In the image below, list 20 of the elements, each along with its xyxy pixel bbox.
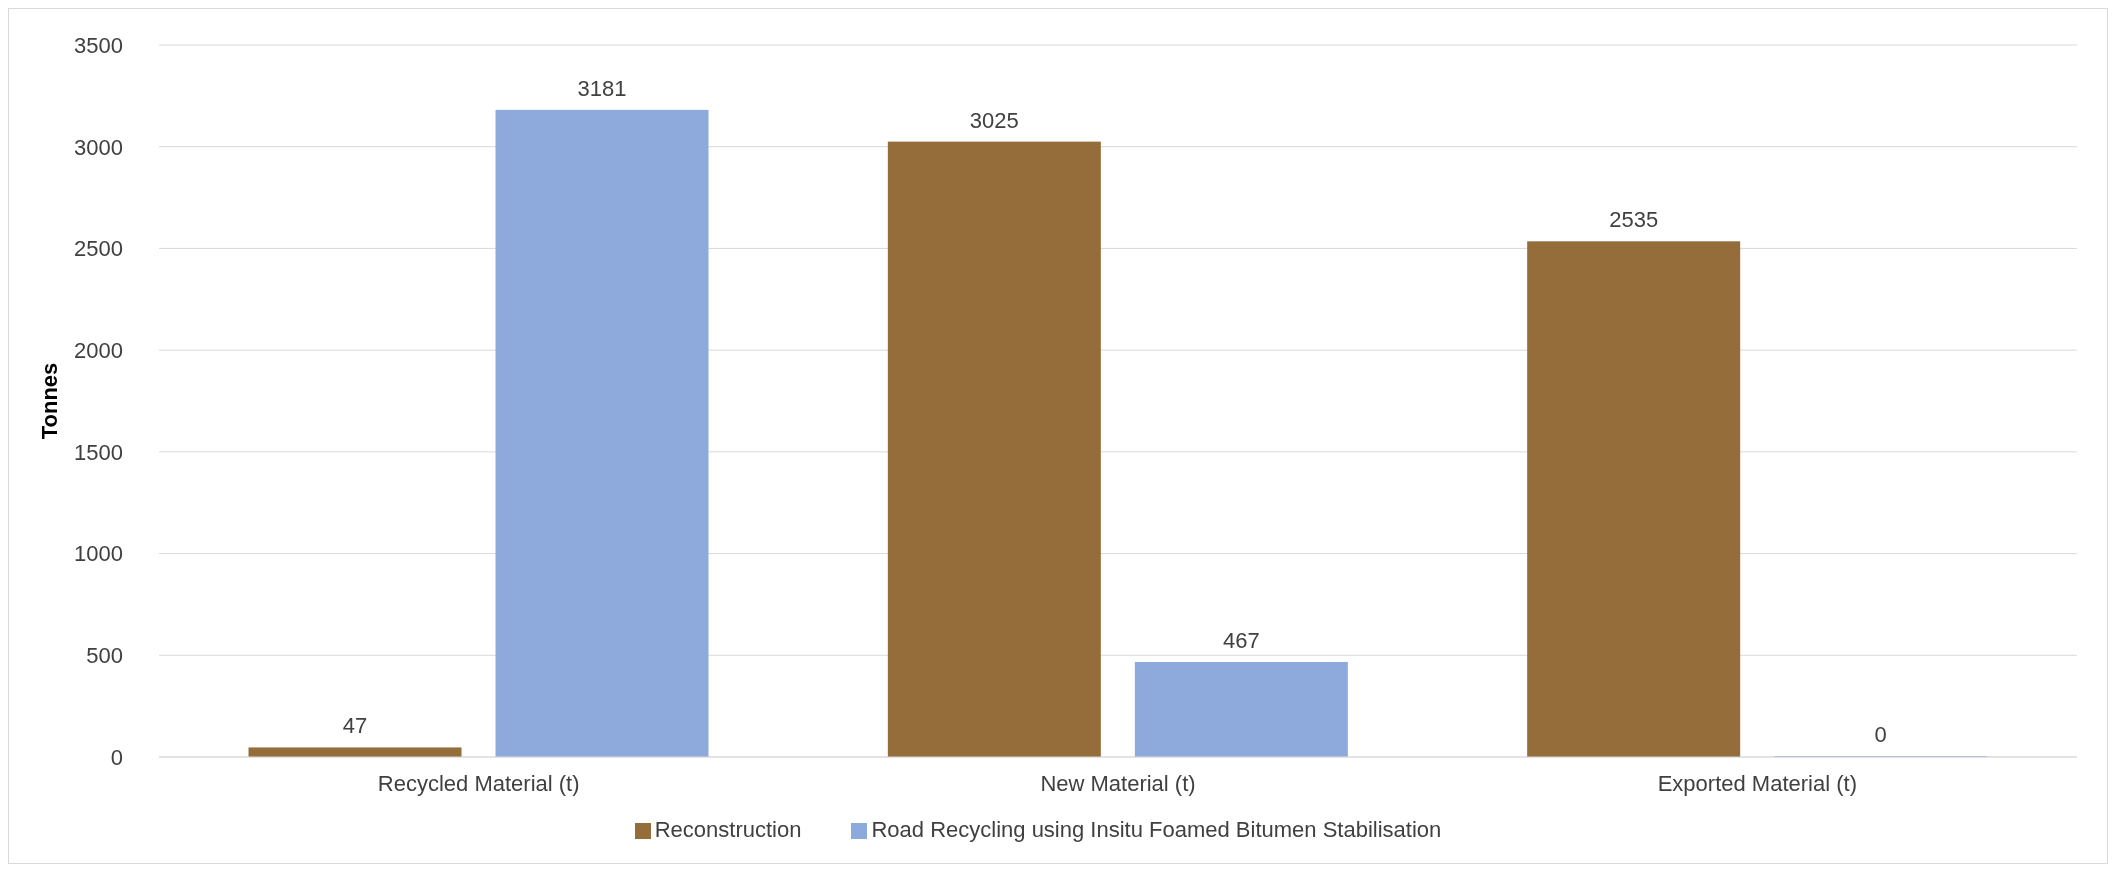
y-tick-label: 1000 [74, 541, 123, 567]
data-label: 3181 [577, 75, 627, 101]
legend-label: Road Recycling using Insitu Foamed Bitumen Stabilisation [871, 817, 1442, 842]
y-tick-label: 1500 [74, 439, 123, 465]
data-label: 2535 [1609, 207, 1659, 233]
y-tick-label: 500 [86, 643, 123, 669]
data-label: 3025 [969, 107, 1019, 133]
y-axis-title: Tonnes [36, 362, 62, 440]
x-tick-label: Recycled Material (t) [377, 770, 580, 796]
y-tick-label: 0 [110, 744, 123, 770]
y-tick-label: 3500 [74, 32, 123, 58]
x-tick-label: New Material (t) [1040, 770, 1196, 796]
legend-label: Reconstruction [654, 817, 802, 842]
data-label: 47 [342, 713, 368, 739]
y-tick-label: 2500 [74, 236, 123, 262]
data-label: 0 [1874, 722, 1887, 747]
data-label: 467 [1222, 628, 1260, 653]
x-tick-label: Exported Material (t) [1657, 770, 1857, 796]
y-tick-label: 2000 [74, 337, 123, 363]
y-tick-label: 3000 [74, 134, 123, 160]
